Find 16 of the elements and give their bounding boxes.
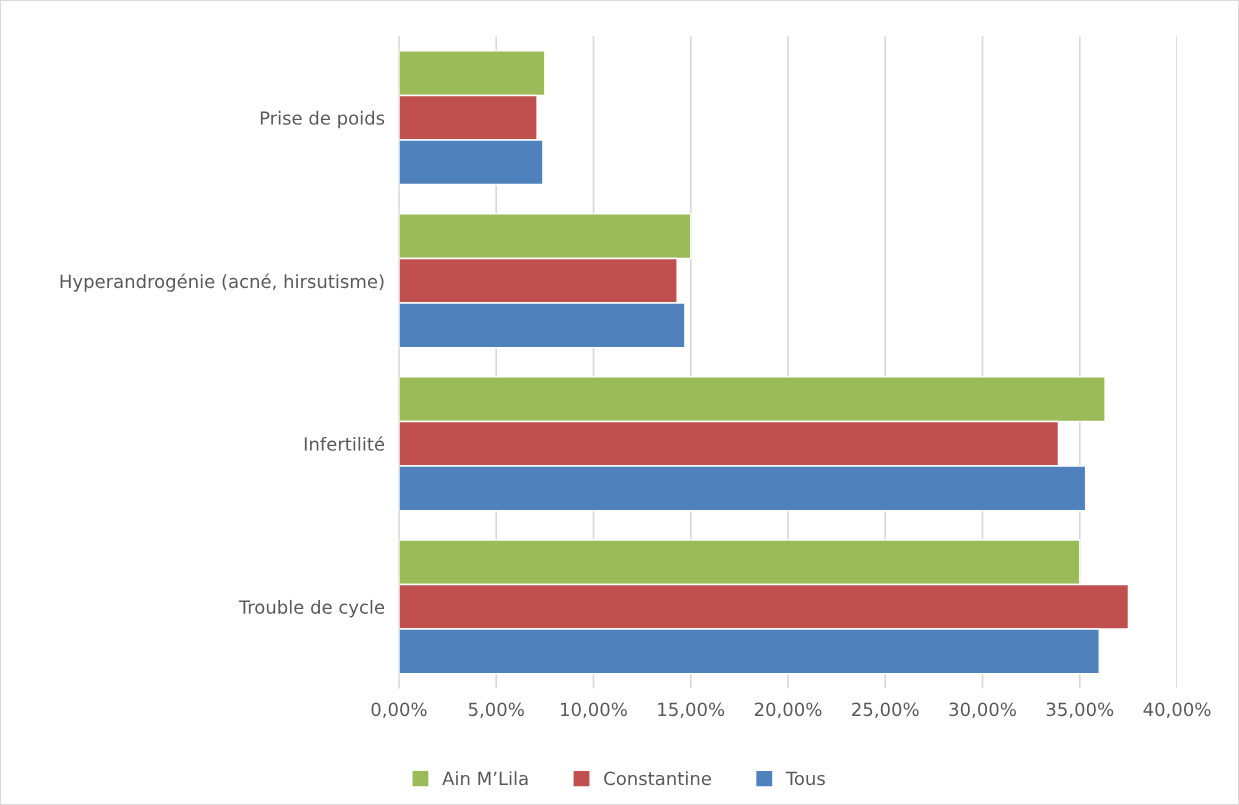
y-tick-label: Trouble de cycle <box>238 599 385 618</box>
y-tick-label: Infertilité <box>304 436 385 451</box>
x-tick-label: 35,00% <box>1046 702 1114 718</box>
legend-label: Ain M’Lila <box>442 771 528 786</box>
x-tick-label: 20,00% <box>754 702 822 718</box>
x-tick-label: 30,00% <box>949 702 1016 718</box>
y-tick-label: Prise de poids <box>260 110 385 129</box>
x-tick-label: 0,00% <box>371 702 427 718</box>
x-tick-label: 40,00% <box>1143 702 1211 718</box>
legend-label: Constantine <box>604 771 711 786</box>
x-tick-label: 5,00% <box>468 702 524 718</box>
x-tick-label: 25,00% <box>852 702 919 718</box>
x-tick-label: 15,00% <box>658 702 725 718</box>
y-tick-label: Hyperandrogénie (acné, hirsutisme) <box>60 273 384 292</box>
x-tick-label: 10,00% <box>561 702 627 718</box>
legend-label: Tous <box>785 771 825 786</box>
